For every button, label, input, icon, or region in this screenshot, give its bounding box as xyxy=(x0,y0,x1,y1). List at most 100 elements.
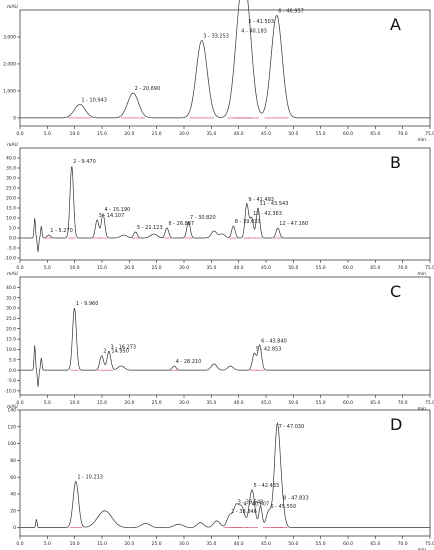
y-unit-label: mAU xyxy=(7,4,18,10)
x-tick-label: 45.0 xyxy=(261,265,271,271)
x-tick-label: 60.0 xyxy=(343,400,353,406)
y-unit-label: mAU xyxy=(7,271,18,277)
y-unit-label: mAU xyxy=(7,142,18,148)
peak-label: 6 - 46.957 xyxy=(278,8,304,14)
y-unit-label: mAU xyxy=(7,404,18,410)
y-tick-label: -10.0 xyxy=(4,256,16,262)
x-tick-label: 65.0 xyxy=(370,131,380,137)
peak-label: 1 - 10.943 xyxy=(81,97,107,103)
y-tick-label: 10.0 xyxy=(6,347,16,353)
x-tick-label: 5.0 xyxy=(44,541,51,547)
x-tick-label: 0.0 xyxy=(16,400,23,406)
y-tick-label: 80 xyxy=(10,458,16,464)
y-tick-label: 1,000 xyxy=(3,89,16,95)
x-tick-label: 35.0 xyxy=(206,541,216,547)
y-tick-label: 5.0 xyxy=(9,226,16,232)
chromatogram-trace xyxy=(20,307,430,387)
x-tick-label: 70.0 xyxy=(398,131,408,137)
peak-label: 3 - 33.253 xyxy=(203,33,229,39)
peak-label: 6 - 43.840 xyxy=(261,338,287,344)
y-tick-label: -10.0 xyxy=(4,388,16,394)
x-tick-label: 65.0 xyxy=(370,265,380,271)
x-tick-label: 15.0 xyxy=(97,131,107,137)
x-tick-label: 40.0 xyxy=(234,131,244,137)
x-tick-label: 20.0 xyxy=(124,265,134,271)
x-tick-label: 45.0 xyxy=(261,541,271,547)
peak-label: 4 - 28.210 xyxy=(176,359,202,365)
y-tick-label: 20.0 xyxy=(6,196,16,202)
x-tick-label: 55.0 xyxy=(316,265,326,271)
panel-label: D xyxy=(390,415,402,434)
x-tick-label: 10.0 xyxy=(70,541,80,547)
x-tick-label: 20.0 xyxy=(124,400,134,406)
x-tick-label: 5.0 xyxy=(44,131,51,137)
y-tick-label: 30.0 xyxy=(6,306,16,312)
peak-label: 9 - 41.493 xyxy=(248,197,274,203)
y-tick-label: 40 xyxy=(10,492,16,498)
peak-label: 7 - 30.820 xyxy=(190,215,216,221)
x-tick-label: 40.0 xyxy=(234,541,244,547)
plot-frame xyxy=(19,276,431,396)
y-tick-label: 25.0 xyxy=(6,316,16,322)
chromatogram-trace xyxy=(20,166,430,253)
peak-label: 4 - 15.190 xyxy=(105,207,131,213)
y-tick-label: 15.0 xyxy=(6,206,16,212)
plot-frame xyxy=(19,409,431,537)
y-tick-label: 100 xyxy=(7,441,16,447)
panel-label: A xyxy=(390,15,401,34)
x-tick-label: 30.0 xyxy=(179,131,189,137)
x-unit-label: min xyxy=(418,406,427,412)
x-tick-label: 35.0 xyxy=(206,400,216,406)
y-tick-label: 2,000 xyxy=(3,62,16,68)
y-tick-label: 10.0 xyxy=(6,216,16,222)
x-tick-label: 0.0 xyxy=(16,541,23,547)
peak-label: 2 - 9.470 xyxy=(73,159,95,165)
x-tick-label: 60.0 xyxy=(343,541,353,547)
x-tick-label: 50.0 xyxy=(288,131,298,137)
peak-label: 5 - 41.503 xyxy=(248,19,274,25)
y-tick-label: 5.0 xyxy=(9,357,16,363)
x-tick-label: 10.0 xyxy=(70,131,80,137)
peak-label: 1 - 10.213 xyxy=(77,474,103,480)
chromatogram-trace xyxy=(20,0,430,119)
y-tick-label: 35.0 xyxy=(6,166,16,172)
peak-label: 2 - 20.690 xyxy=(135,86,161,92)
peak-label: 4 - 40.607 xyxy=(243,501,269,507)
panel-label: C xyxy=(390,282,401,301)
x-unit-label: min xyxy=(418,271,427,277)
chromatogram-trace xyxy=(20,422,430,528)
y-tick-label: 15.0 xyxy=(6,337,16,343)
peak-label: 6 - 26.887 xyxy=(168,221,194,227)
x-tick-label: 25.0 xyxy=(152,541,162,547)
y-tick-label: 20 xyxy=(10,508,16,514)
x-unit-label: min xyxy=(418,547,427,550)
x-tick-label: 20.0 xyxy=(124,541,134,547)
peak-label: 12 - 47.160 xyxy=(279,221,308,227)
x-tick-label: 70.0 xyxy=(398,541,408,547)
peak-label: 11 - 43.543 xyxy=(260,201,289,207)
x-tick-label: 35.0 xyxy=(206,131,216,137)
x-tick-label: 75.0 xyxy=(425,400,434,406)
y-tick-label: 0.0 xyxy=(9,368,16,374)
x-tick-label: 25.0 xyxy=(152,400,162,406)
x-tick-label: 35.0 xyxy=(206,265,216,271)
x-tick-label: 60.0 xyxy=(343,265,353,271)
x-tick-label: 30.0 xyxy=(179,541,189,547)
y-tick-label: 0.0 xyxy=(9,236,16,242)
x-tick-label: 15.0 xyxy=(97,400,107,406)
y-tick-label: 60 xyxy=(10,475,16,481)
peak-label: 4 - 40.183 xyxy=(241,29,267,35)
peak-label: 5 - 21.123 xyxy=(137,225,163,231)
y-tick-label: -5.0 xyxy=(7,246,16,252)
peak-label: 3 - 14.107 xyxy=(99,213,125,219)
x-tick-label: 55.0 xyxy=(316,131,326,137)
y-tick-label: 3,000 xyxy=(3,35,16,41)
x-tick-label: 15.0 xyxy=(97,541,107,547)
y-tick-label: 0 xyxy=(13,116,16,122)
x-tick-label: 70.0 xyxy=(398,265,408,271)
peak-label: 8 - 47.833 xyxy=(283,495,309,501)
x-tick-label: 25.0 xyxy=(152,131,162,137)
x-tick-label: 20.0 xyxy=(124,131,134,137)
y-tick-label: -5.0 xyxy=(7,378,16,384)
